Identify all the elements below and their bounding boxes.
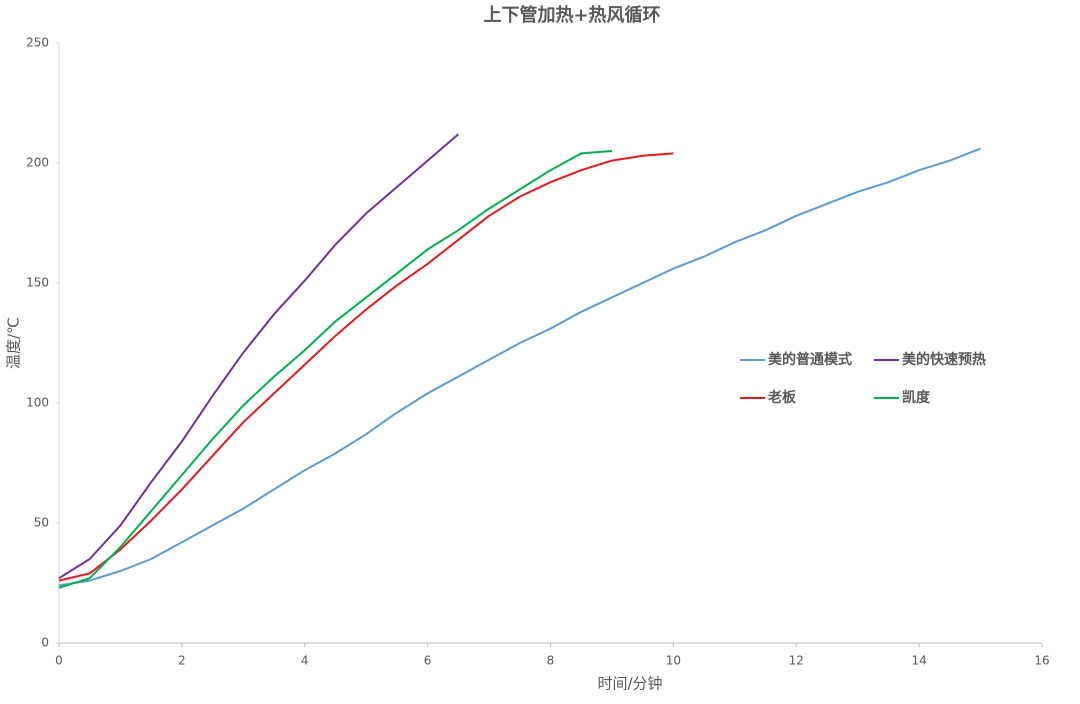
series-line: [58, 147, 981, 587]
y-tick-label: 100: [26, 396, 49, 410]
chart-title: 上下管加热+热风循环: [483, 4, 660, 26]
x-tick-label: 8: [547, 654, 555, 668]
y-tick-label: 50: [34, 516, 49, 530]
x-tick-label: 10: [666, 654, 681, 668]
legend-label: 凯度: [902, 389, 931, 406]
x-tick-label: 16: [1034, 654, 1049, 668]
y-tick-label: 0: [41, 636, 49, 650]
x-axis-label: 时间/分钟: [597, 675, 662, 693]
x-tick-label: 4: [301, 654, 309, 668]
series-line: [58, 152, 674, 582]
series-line: [58, 150, 613, 589]
series-line: [58, 133, 459, 580]
y-tick-label: 200: [26, 156, 49, 170]
legend-label: 美的快速预热: [902, 351, 986, 368]
y-tick-label: 150: [26, 276, 49, 290]
legend-label: 老板: [768, 389, 797, 406]
legend-label: 美的普通模式: [768, 351, 852, 368]
y-axis-label: 温度/℃: [5, 317, 23, 369]
x-tick-label: 14: [911, 654, 926, 668]
y-tick-label: 250: [26, 36, 49, 50]
x-tick-label: 12: [789, 654, 804, 668]
x-tick-label: 6: [424, 654, 432, 668]
x-tick-label: 2: [178, 654, 186, 668]
x-tick-label: 0: [55, 654, 63, 668]
